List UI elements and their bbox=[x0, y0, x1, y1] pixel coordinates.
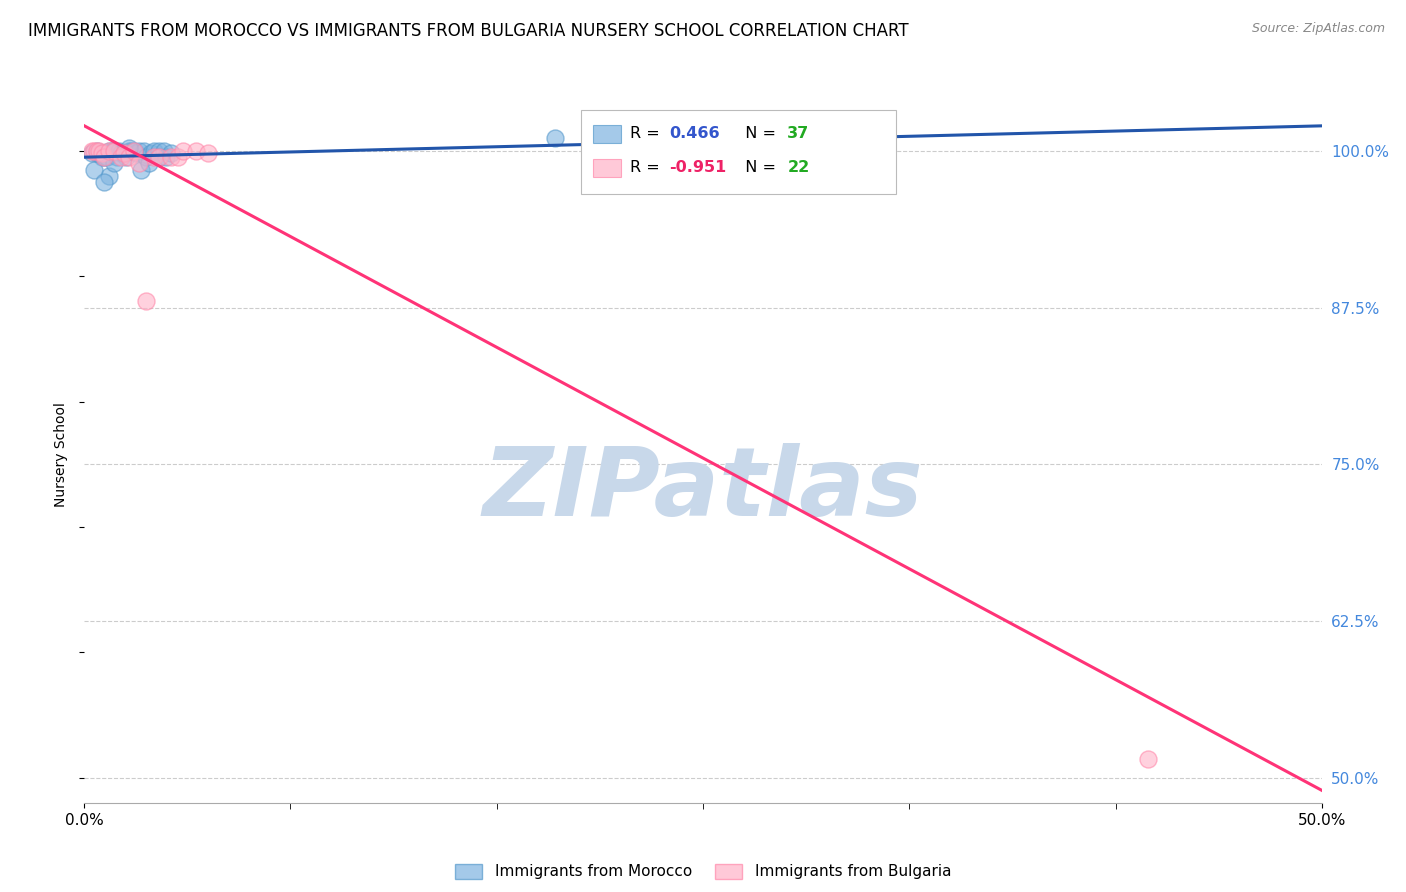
Point bbox=[142, 150, 165, 164]
Y-axis label: Nursery School: Nursery School bbox=[55, 402, 69, 508]
Point bbox=[120, 144, 142, 158]
Point bbox=[83, 144, 105, 158]
Point bbox=[93, 150, 115, 164]
Point bbox=[96, 150, 118, 164]
Point bbox=[129, 162, 152, 177]
Point bbox=[80, 146, 103, 161]
Point bbox=[197, 146, 219, 161]
Point bbox=[152, 144, 174, 158]
Point bbox=[93, 150, 115, 164]
Point bbox=[98, 144, 121, 158]
Point bbox=[110, 146, 132, 161]
Point bbox=[160, 146, 183, 161]
Point bbox=[83, 162, 105, 177]
Text: R =: R = bbox=[630, 161, 665, 175]
Point bbox=[148, 150, 170, 164]
Point bbox=[167, 150, 190, 164]
Point bbox=[125, 146, 148, 161]
Point bbox=[132, 144, 155, 158]
Point bbox=[155, 150, 177, 164]
Text: N =: N = bbox=[735, 127, 782, 141]
Point bbox=[148, 144, 170, 158]
Point bbox=[1137, 752, 1160, 766]
Point bbox=[110, 150, 132, 164]
Point bbox=[135, 294, 157, 309]
Point bbox=[118, 150, 141, 164]
Point bbox=[90, 146, 112, 161]
Point bbox=[112, 146, 135, 161]
Point bbox=[128, 144, 150, 158]
Point bbox=[128, 156, 150, 170]
Text: 22: 22 bbox=[787, 161, 810, 175]
Point bbox=[184, 144, 207, 158]
Text: Source: ZipAtlas.com: Source: ZipAtlas.com bbox=[1251, 22, 1385, 36]
Point bbox=[138, 156, 160, 170]
Point bbox=[115, 150, 138, 164]
Point bbox=[118, 144, 141, 158]
Point bbox=[86, 144, 108, 158]
Text: -0.951: -0.951 bbox=[669, 161, 727, 175]
Point bbox=[86, 144, 108, 158]
Point bbox=[112, 146, 135, 161]
Point bbox=[118, 141, 141, 155]
Point bbox=[122, 144, 145, 158]
Point bbox=[135, 150, 157, 164]
Text: IMMIGRANTS FROM MOROCCO VS IMMIGRANTS FROM BULGARIA NURSERY SCHOOL CORRELATION C: IMMIGRANTS FROM MOROCCO VS IMMIGRANTS FR… bbox=[28, 22, 908, 40]
Point bbox=[103, 156, 125, 170]
Point bbox=[86, 146, 108, 161]
Point bbox=[100, 144, 122, 158]
Point bbox=[108, 144, 131, 158]
Point bbox=[141, 146, 163, 161]
Point bbox=[148, 150, 170, 164]
Text: R =: R = bbox=[630, 127, 665, 141]
Text: N =: N = bbox=[735, 161, 782, 175]
Point bbox=[172, 144, 194, 158]
Point bbox=[80, 144, 103, 158]
Point bbox=[89, 146, 111, 161]
Point bbox=[89, 144, 111, 158]
Point bbox=[98, 169, 121, 183]
Text: 37: 37 bbox=[787, 127, 810, 141]
Point bbox=[105, 150, 128, 164]
Point bbox=[160, 150, 183, 164]
Point bbox=[543, 131, 565, 145]
Point bbox=[122, 144, 145, 158]
Point bbox=[142, 144, 165, 158]
Point bbox=[98, 144, 121, 158]
Point bbox=[103, 144, 125, 158]
Text: 0.466: 0.466 bbox=[669, 127, 720, 141]
Point bbox=[93, 175, 115, 189]
Point bbox=[103, 144, 125, 158]
Point bbox=[90, 150, 112, 164]
Text: ZIPatlas: ZIPatlas bbox=[482, 443, 924, 536]
Legend: Immigrants from Morocco, Immigrants from Bulgaria: Immigrants from Morocco, Immigrants from… bbox=[449, 857, 957, 886]
